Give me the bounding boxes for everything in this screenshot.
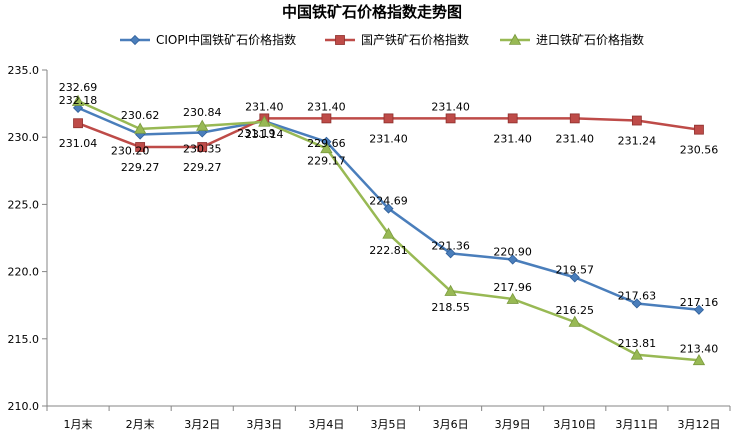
data-point (569, 113, 580, 124)
data-label: 229.27 (121, 161, 160, 174)
data-label: 218.55 (431, 301, 470, 314)
y-tick-label: 230.0 (8, 131, 40, 144)
y-tick-label: 235.0 (8, 64, 40, 77)
data-point (320, 142, 333, 154)
data-point (73, 118, 83, 129)
x-tick-label: 3月11日 (615, 418, 658, 431)
data-label: 230.62 (121, 109, 160, 122)
data-label: 231.40 (369, 132, 408, 145)
legend-marker (508, 33, 522, 45)
x-tick-label: 3月4日 (308, 418, 344, 431)
data-point (631, 298, 642, 309)
data-label: 232.18 (59, 94, 98, 107)
data-point (445, 113, 456, 124)
data-label: 231.40 (307, 100, 346, 113)
data-label: 231.24 (618, 135, 657, 148)
legend-label: 国产铁矿石价格指数 (361, 32, 469, 47)
data-label: 230.35 (183, 142, 222, 155)
x-tick-label: 3月6日 (433, 418, 469, 431)
y-tick-label: 210.0 (8, 400, 40, 413)
data-point (321, 113, 332, 124)
data-point (506, 292, 519, 304)
data-label: 231.40 (493, 132, 532, 145)
data-point (694, 124, 704, 135)
data-label: 231.04 (59, 137, 98, 150)
axes: 210.0 215.0 220.0 225.0 230.0 235.0 1月末 2月末 3月2日… (8, 64, 731, 431)
x-tick-label: 3月2日 (184, 418, 220, 431)
y-tick-label: 220.0 (8, 266, 40, 279)
x-tick-label: 3月12日 (677, 418, 720, 431)
data-point (258, 115, 271, 127)
data-point (692, 353, 706, 366)
data-label: 230.56 (680, 144, 719, 157)
data-point (383, 113, 394, 124)
legend-label: CIOPI中国铁矿石价格指数 (156, 32, 296, 47)
data-label: 221.36 (431, 239, 470, 252)
data-point (382, 227, 395, 239)
data-label: 217.16 (680, 296, 719, 309)
legend-label: 进口铁矿石价格指数 (536, 32, 644, 47)
x-tick-label: 3月9日 (495, 418, 531, 431)
data-point (630, 348, 644, 360)
data-point (135, 142, 146, 152)
data-label: 222.81 (369, 244, 408, 257)
data-point (507, 113, 518, 124)
data-label: 217.96 (493, 281, 532, 294)
legend-marker (129, 34, 141, 46)
data-label: 231.40 (245, 100, 284, 113)
data-point (569, 272, 580, 283)
legend-marker (335, 35, 345, 45)
data-label: 217.63 (618, 289, 657, 302)
x-tick-label: 3月10日 (553, 418, 596, 431)
data-label: 213.81 (618, 337, 657, 350)
data-label: 216.25 (556, 304, 595, 317)
data-point (444, 284, 457, 296)
data-label: 213.40 (680, 342, 719, 355)
x-tick-label: 3月3日 (246, 418, 282, 431)
data-label: 219.57 (556, 263, 595, 276)
data-point (445, 248, 456, 259)
data-point (196, 119, 209, 131)
x-tick-label: 1月末 (64, 417, 93, 431)
chart-title: 中国铁矿石价格指数走势图 (282, 3, 462, 21)
x-tick-label: 3月5日 (371, 418, 407, 431)
data-point (693, 304, 705, 315)
data-label: 230.20 (111, 145, 150, 158)
data-point (133, 122, 147, 134)
series-layer (71, 94, 706, 366)
data-labels: 232.18 230.20 230.35 231.19 229.66 224.69 221.… (59, 81, 718, 355)
data-label: 231.14 (245, 128, 284, 141)
y-tick-label: 225.0 (8, 198, 40, 211)
data-point (568, 315, 581, 327)
data-point (631, 115, 642, 126)
data-label: 229.17 (307, 154, 346, 167)
legend: CIOPI中国铁矿石价格指数 国产铁矿石价格指数 进口铁矿石价格指数 (120, 32, 644, 47)
data-label: 229.27 (183, 161, 222, 174)
data-label: 220.90 (493, 246, 532, 259)
data-label: 230.84 (183, 106, 222, 119)
data-label: 231.19 (237, 127, 276, 140)
x-tick-label: 2月末 (126, 417, 155, 431)
data-point (383, 203, 394, 214)
data-label: 229.66 (307, 137, 346, 150)
data-label: 232.69 (59, 81, 98, 94)
data-point (507, 254, 518, 265)
data-label: 231.40 (556, 132, 595, 145)
y-tick-label: 215.0 (8, 333, 40, 346)
data-point (71, 94, 85, 106)
data-label: 231.40 (431, 100, 470, 113)
data-point (197, 142, 208, 152)
data-label: 224.69 (369, 195, 408, 208)
